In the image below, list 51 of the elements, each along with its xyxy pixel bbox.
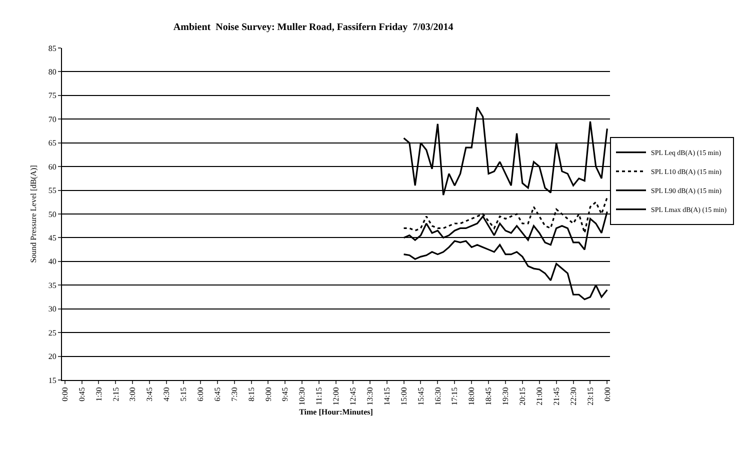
y-tick-label: 70	[48, 114, 56, 124]
x-tick-label: 12:00	[332, 387, 341, 406]
x-tick-label: 9:45	[280, 387, 290, 402]
x-tick-label: 17:15	[450, 387, 460, 406]
y-tick-label: 75	[48, 91, 56, 100]
y-tick-label: 50	[48, 210, 56, 219]
x-tick-label: 20:15	[518, 387, 528, 406]
x-tick-label: 16:30	[433, 387, 442, 406]
x-tick-label: 2:15	[111, 387, 120, 402]
x-axis-title: Time [Hour:Minutes]	[299, 408, 374, 417]
x-tick-label: 22:30	[568, 387, 578, 406]
x-tick-label: 12:45	[348, 387, 358, 406]
x-tick-label: 7:30	[230, 387, 239, 402]
y-axis-title: Sound Pressure Level [dB(A)]	[29, 164, 38, 263]
x-tick-label: 0:00	[60, 387, 70, 402]
x-tick-label: 6:00	[196, 387, 206, 402]
y-tick-label: 35	[48, 280, 56, 290]
x-tick-label: 11:15	[314, 387, 324, 406]
y-tick-label: 20	[48, 352, 56, 362]
x-tick-label: 0:45	[77, 387, 86, 402]
x-tick-label: 10:30	[298, 387, 307, 406]
x-tick-label: 8:15	[246, 387, 256, 402]
x-tick-label: 1:30	[94, 387, 104, 402]
x-tick-label: 4:30	[162, 387, 172, 402]
x-tick-label: 23:15	[586, 387, 595, 406]
y-tick-label: 15	[48, 376, 56, 385]
y-tick-label: 30	[48, 304, 56, 314]
x-tick-label: 0:00	[602, 387, 612, 402]
x-tick-label: 3:45	[145, 387, 154, 402]
y-tick-label: 65	[48, 138, 56, 148]
x-tick-label: 9:00	[264, 387, 273, 402]
x-tick-label: 21:00	[534, 387, 544, 406]
y-tick-label: 25	[48, 328, 56, 338]
x-tick-label: 15:00	[399, 387, 408, 406]
y-tick-label: 55	[48, 186, 56, 196]
x-tick-label: 18:45	[484, 387, 494, 406]
x-tick-label: 6:45	[212, 387, 222, 402]
y-tick-label: 45	[48, 234, 56, 243]
x-tick-label: 15:45	[416, 387, 426, 406]
x-tick-label: 5:15	[179, 387, 188, 402]
x-tick-label: 21:45	[552, 387, 561, 406]
x-tick-label: 14:15	[382, 387, 392, 406]
y-tick-label: 85	[48, 44, 56, 53]
y-tick-label: 60	[48, 162, 56, 172]
x-tick-label: 19:30	[501, 387, 510, 406]
chart-title: Ambient Noise Survey: Muller Road, Fassifern Friday 7/03/2014	[173, 22, 454, 33]
x-tick-label: 18:00	[467, 387, 476, 406]
y-tick-label: 80	[48, 68, 56, 77]
x-tick-label: 13:30	[366, 387, 374, 406]
x-tick-label: 3:00	[128, 387, 138, 402]
y-tick-label: 40	[48, 257, 56, 266]
